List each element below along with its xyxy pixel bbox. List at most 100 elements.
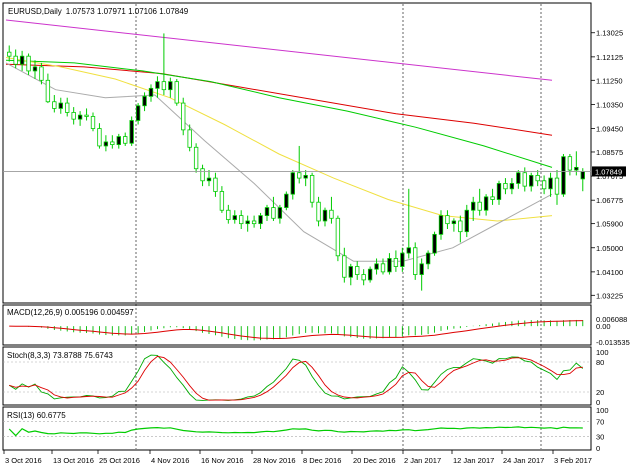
candle-body	[380, 263, 386, 273]
stochastic-axis-tick-label: 100	[596, 348, 609, 357]
candle-body	[123, 136, 128, 144]
candle-body	[271, 207, 276, 219]
candle-body	[32, 66, 38, 72]
candle-body	[458, 220, 463, 233]
candle-body	[541, 180, 547, 190]
price-axis-tick-label: 1.04100	[596, 268, 623, 277]
candle-body	[451, 220, 457, 225]
candle-body	[419, 263, 424, 275]
candle-body	[84, 114, 89, 117]
candle-body	[535, 175, 540, 182]
candle-body	[516, 172, 521, 184]
candle-body	[142, 95, 147, 107]
candle-body	[39, 66, 44, 81]
chart-gridlines	[3, 4, 591, 449]
candle-body	[148, 87, 154, 97]
time-axis-tick-label: 16 Nov 2016	[201, 456, 244, 465]
price-axis-tick-label: 1.11250	[596, 76, 623, 85]
candle-body	[522, 172, 527, 187]
rsi-axis-tick-label: 30	[596, 433, 604, 442]
candle-body	[52, 101, 57, 109]
candle-body	[438, 215, 444, 235]
candle-body	[309, 175, 315, 203]
time-axis-tick-label: 4 Nov 2016	[151, 456, 189, 465]
candle-body	[7, 51, 12, 57]
main-price-panel	[2, 2, 592, 304]
rsi-axis-tick-label: 100	[596, 406, 609, 415]
indicator-series	[8, 319, 584, 437]
candle-body	[116, 136, 121, 146]
candle-body	[219, 191, 225, 211]
price-axis-tick-label: 1.10350	[596, 100, 623, 109]
candle-body	[574, 166, 579, 171]
candle-body	[361, 274, 366, 281]
price-axis-tick-label: 1.07675	[596, 172, 623, 181]
candle-body	[413, 247, 418, 275]
candle-body	[406, 247, 411, 254]
price-axis-tick-label: 1.13025	[596, 29, 623, 38]
candle-body	[26, 55, 31, 72]
macd-axis-tick-label: 0.00	[596, 322, 611, 331]
candle-body	[529, 175, 534, 187]
candle-body	[187, 129, 192, 148]
candle-body	[232, 215, 237, 221]
stochastic-label: Stoch(8,3,3) 73.8788 75.6743	[7, 351, 113, 360]
candle-body	[45, 79, 51, 103]
candle-body	[554, 177, 560, 195]
candle-body	[200, 168, 205, 182]
moving-average-line	[5, 57, 553, 222]
candle-body	[168, 81, 173, 91]
time-axis-tick-label: 28 Nov 2016	[253, 456, 296, 465]
price-axis-tick-label: 1.09450	[596, 125, 623, 134]
stochastic-axis-tick-label: 0	[596, 398, 600, 407]
candle-body	[110, 141, 115, 146]
candle-body	[264, 207, 270, 217]
candle-body	[226, 209, 231, 221]
candle-body	[471, 201, 476, 211]
candle-body	[161, 81, 167, 91]
candle-body	[355, 266, 360, 275]
candle-body	[477, 201, 482, 211]
candle-body	[174, 81, 179, 104]
candle-body	[316, 201, 321, 222]
candle-body	[155, 81, 160, 89]
candle-body	[77, 114, 83, 120]
candle-body	[490, 196, 495, 200]
candle-body	[58, 102, 63, 109]
macd-signal-line	[9, 320, 583, 339]
rsi-axis-tick-label: 0	[596, 444, 600, 453]
candle-body	[387, 258, 392, 273]
candle-body	[245, 220, 250, 225]
moving-average-line	[5, 63, 553, 136]
time-axis-tick-label: 2 Jan 2017	[404, 456, 441, 465]
candle-body	[483, 196, 489, 211]
candle-body	[251, 220, 257, 225]
candle-body	[432, 233, 437, 254]
candle-body	[374, 263, 379, 270]
candlestick-series	[7, 33, 585, 291]
symbol-label: EURUSD,Daily 1.07573 1.07971 1.07106 1.07…	[8, 7, 189, 16]
candle-body	[135, 105, 141, 121]
candle-body	[181, 102, 186, 131]
current-price-value: 1.07849	[595, 167, 622, 176]
time-axis-tick-label: 20 Dec 2016	[353, 456, 396, 465]
candle-body	[284, 193, 289, 208]
candle-body	[335, 217, 341, 257]
chart-axes: 1.13025 1.12125 1.11250 1.10350 1.09450 1.085…	[3, 29, 630, 465]
candle-body	[322, 209, 328, 222]
price-axis-tick-label: 1.05900	[596, 220, 623, 229]
rsi-axis-tick-label: 70	[596, 417, 604, 426]
candle-body	[561, 156, 566, 195]
price-axis-tick-label: 1.06775	[596, 196, 623, 205]
candle-body	[277, 207, 283, 219]
price-axis-tick-label: 1.12125	[596, 53, 623, 62]
candle-body	[580, 170, 585, 180]
macd-axis-tick-label: -0.013535	[596, 338, 630, 347]
candle-body	[367, 268, 373, 281]
candle-body	[303, 175, 308, 179]
candle-body	[19, 55, 25, 65]
time-axis-tick-label: 12 Jan 2017	[453, 456, 494, 465]
candle-body	[206, 177, 212, 182]
current-price-tag	[592, 166, 626, 177]
